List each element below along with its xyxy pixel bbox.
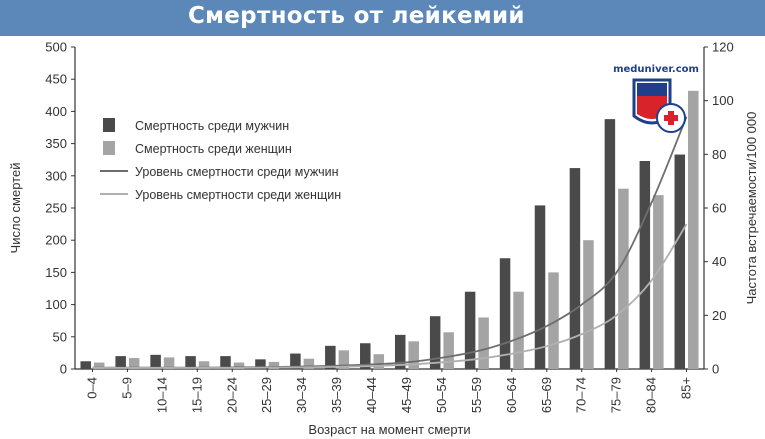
- y2-axis-title: Частота встречаемости/100 000: [744, 112, 759, 305]
- bar-women: [303, 358, 315, 369]
- y2-tick-label: 40: [712, 254, 726, 269]
- y-tick-label: 0: [60, 362, 67, 377]
- legend-swatch-women: [103, 141, 115, 155]
- bar-men: [464, 291, 476, 369]
- x-tick-label: 50–54: [434, 377, 449, 413]
- bar-men: [639, 160, 651, 369]
- x-tick-label: 65–69: [539, 377, 554, 413]
- bar-women: [548, 272, 559, 369]
- y-tick-label: 450: [45, 72, 67, 87]
- y-tick-label: 200: [45, 233, 67, 248]
- bar-women: [478, 317, 489, 369]
- legend-label: Смертность среди женщин: [135, 142, 292, 156]
- x-tick-label: 15–19: [189, 377, 204, 413]
- x-tick-label: 30–34: [294, 377, 309, 413]
- bar-men: [429, 316, 441, 369]
- y-tick-label: 50: [53, 329, 67, 344]
- watermark-text: meduniver.com: [613, 64, 699, 75]
- bar-men: [150, 354, 161, 369]
- bar-men: [534, 205, 546, 369]
- bar-men: [394, 334, 406, 369]
- x-axis-title: Возраст на момент смерти: [308, 422, 470, 437]
- y2-tick-label: 80: [712, 147, 726, 162]
- bar-men: [115, 356, 126, 369]
- bar-women: [513, 291, 524, 369]
- x-tick-label: 60–64: [504, 377, 519, 413]
- bar-women: [408, 341, 419, 369]
- x-tick-label: 75–79: [609, 377, 624, 413]
- legend-label: Смертность среди мужчин: [135, 119, 289, 133]
- watermark-logo: meduniver.com: [608, 64, 704, 140]
- x-tick-label: 20–24: [224, 377, 239, 413]
- x-tick-label: 5–9: [119, 377, 134, 399]
- x-tick-label: 25–29: [259, 377, 274, 413]
- bar-women: [373, 354, 385, 369]
- bar-women: [93, 362, 105, 369]
- bar-men: [674, 154, 686, 369]
- title-banner: Смертность от лейкемий: [0, 0, 765, 36]
- y-axis-title: Число смертей: [8, 163, 23, 254]
- x-tick-label: 70–74: [574, 377, 589, 413]
- bar-men: [255, 359, 266, 369]
- legend-label: Уровень смертности среди мужчин: [135, 165, 339, 179]
- bar-women: [128, 358, 140, 369]
- bar-men: [220, 356, 231, 369]
- bar-men: [185, 356, 196, 369]
- bar-men: [604, 119, 616, 370]
- y2-tick-label: 0: [712, 362, 719, 377]
- bar-women: [583, 240, 594, 369]
- y-tick-label: 350: [45, 136, 67, 151]
- bar-women: [618, 188, 629, 369]
- y-tick-label: 500: [45, 40, 67, 55]
- bar-men: [290, 353, 301, 369]
- y-tick-label: 300: [45, 168, 67, 183]
- y-tick-label: 150: [45, 265, 67, 280]
- bar-men: [569, 168, 581, 369]
- bar-men: [499, 258, 511, 369]
- x-tick-label: 0–4: [84, 377, 99, 399]
- bar-women: [268, 361, 280, 369]
- y2-tick-label: 60: [712, 201, 726, 216]
- legend-label: Уровень смертности среди женщин: [135, 188, 341, 202]
- bar-men: [325, 345, 336, 369]
- x-tick-label: 35–39: [329, 377, 344, 413]
- bar-men: [360, 343, 371, 369]
- bar-men: [80, 361, 91, 369]
- x-tick-label: 40–44: [364, 377, 379, 413]
- x-tick-label: 10–14: [154, 377, 169, 413]
- bar-women: [338, 350, 350, 369]
- y-tick-label: 250: [45, 201, 67, 216]
- bar-women: [163, 357, 175, 369]
- x-tick-label: 85+: [679, 377, 694, 399]
- x-tick-label: 45–49: [399, 377, 414, 413]
- x-tick-label: 55–59: [469, 377, 484, 413]
- legend-swatch-men: [103, 118, 115, 132]
- bar-women: [653, 195, 664, 369]
- y2-tick-label: 20: [712, 308, 726, 323]
- x-tick-label: 80–84: [644, 377, 659, 413]
- shield-icon: [632, 78, 686, 133]
- line-women-rate: [92, 223, 688, 369]
- bar-women: [443, 332, 454, 369]
- page-title: Смертность от лейкемий: [188, 3, 525, 29]
- bar-women: [233, 362, 245, 369]
- y2-tick-label: 100: [712, 93, 734, 108]
- bar-women: [688, 90, 699, 370]
- y2-tick-label: 120: [712, 40, 734, 55]
- y-tick-label: 100: [45, 297, 67, 312]
- bar-women: [198, 361, 210, 369]
- y-tick-label: 400: [45, 104, 67, 119]
